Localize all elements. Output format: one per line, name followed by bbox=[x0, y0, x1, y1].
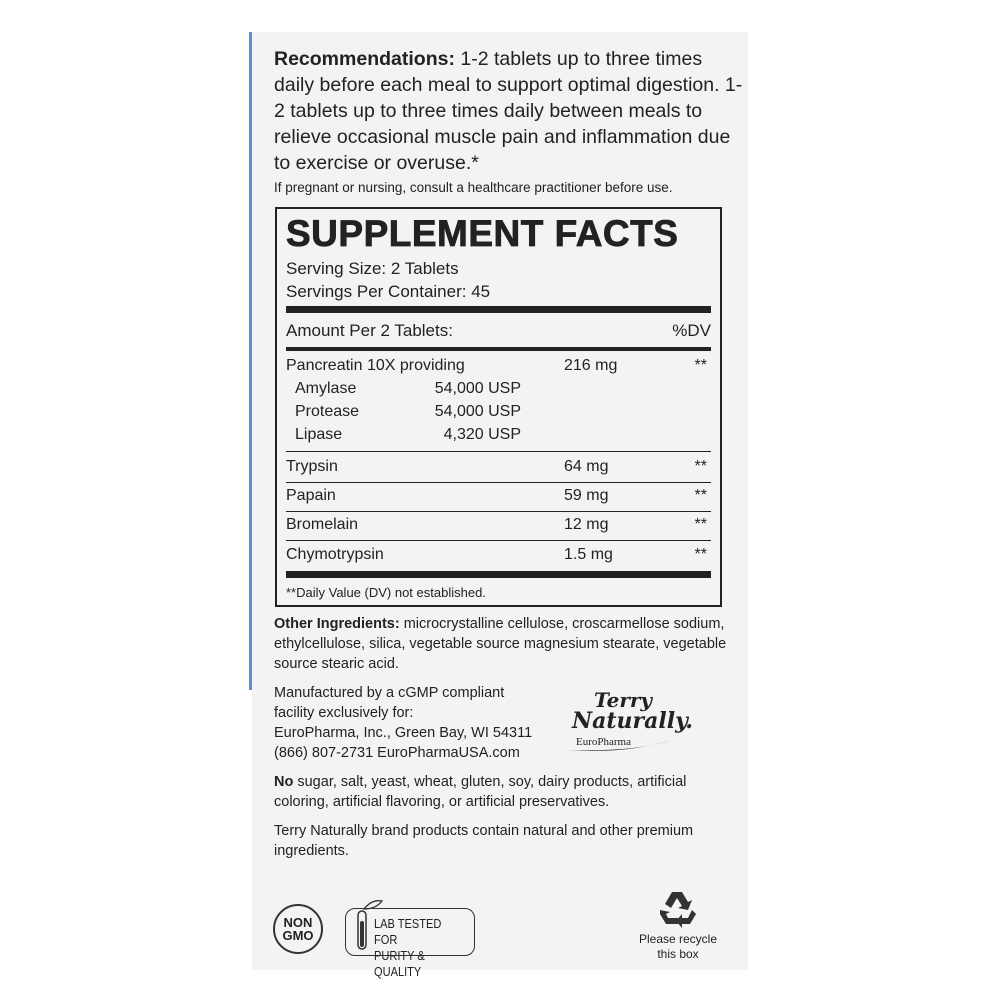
other-ingredients: Other Ingredients: microcrystalline cell… bbox=[274, 616, 727, 672]
nutrient-amount: 59 mg bbox=[564, 487, 609, 504]
nutrient-dv: ** bbox=[694, 516, 707, 533]
nutrient-name: Lipase bbox=[295, 426, 343, 443]
nutrient-name: Protease bbox=[295, 403, 360, 420]
nutrient-activity: 54,000 USP bbox=[434, 403, 521, 420]
row-divider bbox=[286, 540, 711, 541]
serving-info: Serving Size: 2 Tablets Servings Per Con… bbox=[286, 259, 491, 301]
lab-tested-badge: LAB TESTED FOR PURITY & QUALITY bbox=[345, 900, 475, 979]
nutrient-name: Bromelain bbox=[286, 516, 359, 533]
manufacturer-info: Manufactured by a cGMP compliant facilit… bbox=[274, 685, 533, 761]
label-panel bbox=[252, 32, 748, 970]
test-tube-leaf-icon bbox=[357, 900, 384, 950]
nutrient-name: Amylase bbox=[295, 380, 357, 397]
nutrient-dv: ** bbox=[694, 458, 707, 475]
swoosh-icon bbox=[568, 740, 672, 751]
accent-border bbox=[249, 32, 252, 690]
nutrient-activity: 54,000 USP bbox=[434, 380, 521, 397]
non-gmo-badge: NON GMO bbox=[273, 904, 323, 954]
thick-divider bbox=[286, 306, 711, 313]
nutrient-name: Papain bbox=[286, 487, 336, 504]
row-divider bbox=[286, 511, 711, 512]
supplement-facts-box: SUPPLEMENT FACTS Serving Size: 2 Tablets… bbox=[275, 207, 722, 607]
recycle-note: Please recycle this box bbox=[638, 932, 718, 961]
nutrient-name: Pancreatin 10X providing bbox=[286, 357, 465, 374]
recycle-icon bbox=[660, 892, 696, 928]
dv-footnote: **Daily Value (DV) not established. bbox=[286, 585, 486, 600]
nutrient-amount: 1.5 mg bbox=[564, 546, 613, 563]
nutrient-name: Chymotrypsin bbox=[286, 546, 384, 563]
nutrient-name: Trypsin bbox=[286, 458, 338, 475]
terry-naturally-logo: Terry Naturally. EuroPharma bbox=[566, 688, 693, 758]
nutrient-dv: ** bbox=[694, 546, 707, 563]
nutrient-dv: ** bbox=[694, 357, 707, 374]
row-divider bbox=[286, 451, 711, 452]
nutrient-dv: ** bbox=[694, 487, 707, 504]
facts-title: SUPPLEMENT FACTS bbox=[286, 213, 679, 255]
nutrient-amount: 12 mg bbox=[564, 516, 609, 533]
nutrient-activity: 4,320 USP bbox=[443, 426, 521, 443]
row-divider bbox=[286, 482, 711, 483]
free-from: No sugar, salt, yeast, wheat, gluten, so… bbox=[274, 774, 687, 810]
nutrient-amount: 64 mg bbox=[564, 458, 609, 475]
recommendations: Recommendations: 1-2 tablets up to three… bbox=[274, 48, 743, 174]
thick-divider bbox=[286, 571, 711, 578]
pregnancy-warning: If pregnant or nursing, consult a health… bbox=[274, 180, 673, 195]
medium-divider bbox=[286, 347, 711, 351]
nutrient-amount: 216 mg bbox=[564, 357, 618, 374]
brand-note: Terry Naturally brand products contain n… bbox=[274, 823, 694, 859]
